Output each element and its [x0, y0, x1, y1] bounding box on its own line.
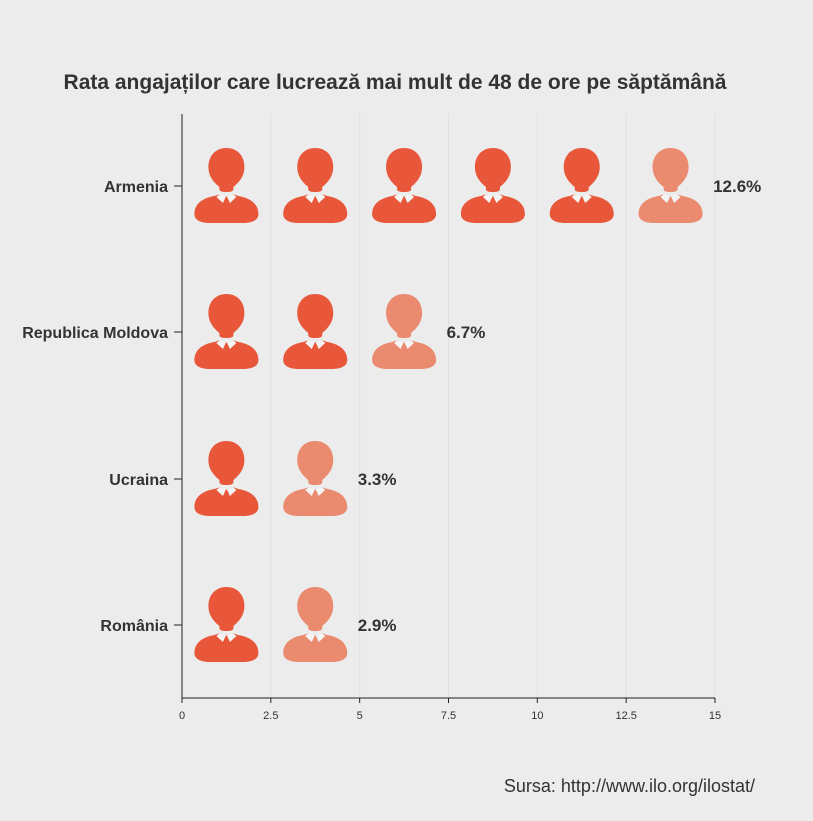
- x-tick-label: 5: [357, 710, 363, 722]
- x-tick-label: 2.5: [263, 710, 278, 722]
- x-tick-label: 7.5: [441, 710, 456, 722]
- category-label: Ucraina: [109, 472, 168, 489]
- x-tick-label: 10: [531, 710, 543, 722]
- bar-row: 3.3%: [194, 441, 397, 516]
- person-icon: [372, 148, 437, 223]
- person-icon: [283, 587, 348, 662]
- collar-left: [394, 339, 404, 349]
- person-icon: [283, 294, 348, 369]
- collar-left: [305, 632, 315, 642]
- category-label: România: [100, 618, 168, 635]
- source-note[interactable]: Sursa: http://www.ilo.org/ilostat/: [504, 776, 755, 796]
- person-icon: [194, 148, 259, 223]
- collar-left: [571, 193, 582, 203]
- collar-left: [305, 193, 315, 203]
- person-icon: [283, 441, 348, 516]
- x-tick-label: 0: [179, 710, 185, 722]
- category-label: Republica Moldova: [22, 325, 168, 342]
- collar-right: [315, 486, 326, 496]
- collar-right: [404, 193, 415, 203]
- person-icon: [372, 294, 437, 369]
- person-icon: [194, 441, 259, 516]
- bar-row: 2.9%: [194, 587, 397, 662]
- collar-left: [216, 193, 226, 203]
- collar-left: [394, 193, 404, 203]
- icon-bars: 12.6% 6.7% 3.3% 2.9%: [194, 148, 761, 662]
- collar-right: [582, 193, 592, 203]
- collar-right: [226, 339, 237, 349]
- collar-right: [315, 632, 326, 642]
- person-icon: [283, 148, 348, 223]
- axes: 0 2.5 5 7.5 10 12.5 15 Armenia Republica Moldova…: [22, 114, 721, 722]
- collar-right: [671, 193, 681, 203]
- x-tick-label: 15: [709, 710, 721, 722]
- person-icon: [194, 587, 259, 662]
- bar-row: 12.6%: [194, 148, 761, 223]
- collar-left: [216, 339, 226, 349]
- value-label: 12.6%: [713, 177, 761, 196]
- grid-lines: [270, 114, 716, 698]
- collar-right: [315, 193, 326, 203]
- person-icon: [638, 148, 703, 223]
- value-label: 6.7%: [447, 323, 486, 342]
- collar-right: [493, 193, 503, 203]
- collar-left: [216, 486, 226, 496]
- collar-right: [315, 339, 326, 349]
- value-label: 3.3%: [358, 470, 397, 489]
- collar-right: [226, 486, 237, 496]
- collar-left: [305, 339, 315, 349]
- chart-title: Rata angajaților care lucrează mai mult …: [64, 71, 727, 94]
- value-label: 2.9%: [358, 616, 397, 635]
- collar-right: [226, 193, 237, 203]
- collar-left: [482, 193, 493, 203]
- person-icon: [549, 148, 614, 223]
- person-icon: [460, 148, 525, 223]
- bar-row: 6.7%: [194, 294, 485, 369]
- x-tick-label: 12.5: [615, 710, 636, 722]
- collar-right: [404, 339, 415, 349]
- collar-right: [226, 632, 237, 642]
- collar-left: [660, 193, 671, 203]
- collar-left: [305, 486, 315, 496]
- collar-left: [216, 632, 226, 642]
- person-icon: [194, 294, 259, 369]
- category-label: Armenia: [104, 179, 168, 196]
